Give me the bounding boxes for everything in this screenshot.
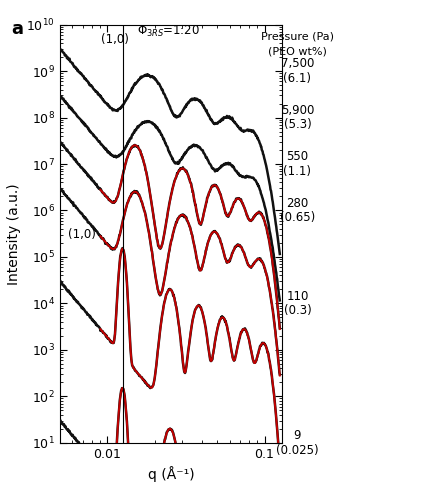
Y-axis label: Intensity (a.u.): Intensity (a.u.) bbox=[7, 183, 21, 284]
Text: (0.65): (0.65) bbox=[280, 212, 315, 224]
X-axis label: q (Å⁻¹): q (Å⁻¹) bbox=[148, 466, 194, 482]
Text: $\Phi_{3RS}$=1:20: $\Phi_{3RS}$=1:20 bbox=[137, 24, 200, 38]
Text: 5,900: 5,900 bbox=[281, 104, 314, 117]
Text: 280: 280 bbox=[286, 197, 309, 210]
Text: (1,0): (1,0) bbox=[101, 33, 129, 46]
Text: (6.1): (6.1) bbox=[283, 72, 312, 85]
Text: 110: 110 bbox=[286, 289, 309, 303]
Text: 9: 9 bbox=[294, 429, 301, 442]
Text: (1,0): (1,0) bbox=[68, 228, 96, 241]
Text: (0.025): (0.025) bbox=[276, 444, 319, 457]
Text: (PEO wt%): (PEO wt%) bbox=[268, 47, 327, 57]
Text: a: a bbox=[11, 20, 23, 38]
Text: (1.1): (1.1) bbox=[283, 165, 312, 178]
Text: Pressure (Pa): Pressure (Pa) bbox=[261, 32, 334, 42]
Text: 550: 550 bbox=[286, 150, 309, 163]
Text: 7,500: 7,500 bbox=[281, 57, 314, 70]
Text: (5.3): (5.3) bbox=[284, 119, 311, 131]
Text: (0.3): (0.3) bbox=[284, 304, 311, 317]
